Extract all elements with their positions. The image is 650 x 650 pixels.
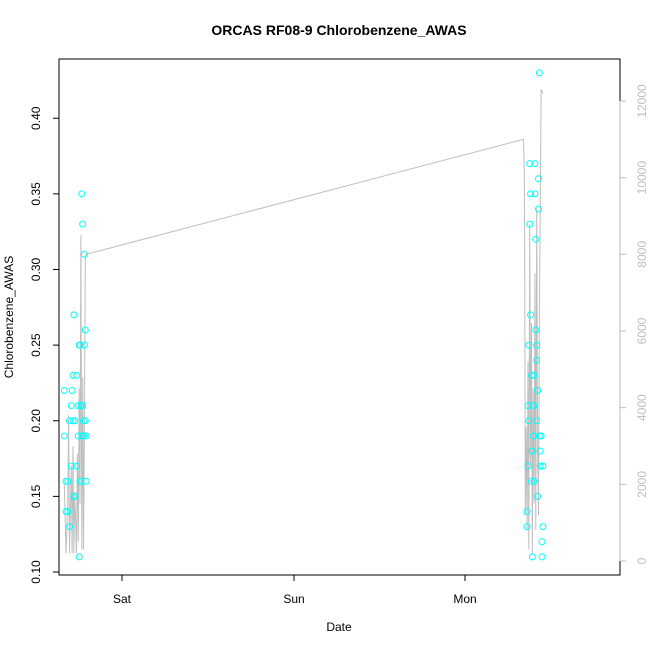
data-point [64,508,72,515]
data-point [526,160,534,168]
data-point [533,341,541,349]
data-point [60,387,68,394]
data-point [79,220,87,228]
bottom-tick-label: Sun [283,592,304,606]
data-point [68,387,76,394]
data-point [80,432,87,440]
bottom-tick-label: Sat [113,592,132,606]
data-point [527,190,535,198]
data-point [78,190,86,198]
data-point [79,402,87,410]
right-tick-label: 6000 [635,317,649,344]
data-point [67,462,75,470]
data-point [539,462,547,470]
data-point [532,235,540,243]
data-point [524,462,532,470]
right-axis: 0 2000 4000 6000 8000 10000 12000 [619,84,649,564]
data-point [64,477,72,485]
data-point [536,462,544,470]
data-point [69,371,77,379]
data-point [538,553,546,561]
data-point [81,326,89,334]
data-point [536,447,544,455]
data-point [530,371,538,379]
data-point [74,432,82,440]
left-tick-label: 0.35 [29,182,43,206]
left-tick-label: 0.25 [29,333,43,357]
data-point [530,477,538,485]
data-point [71,492,79,500]
data-point [531,160,539,168]
left-tick-label: 0.20 [29,409,43,433]
data-point [528,447,536,455]
data-point [526,220,534,228]
data-point [528,371,535,379]
chart-title: ORCAS RF08-9 Chlorobenzene_AWAS [211,22,466,38]
data-point [535,175,542,183]
data-point [534,387,542,394]
data-point [535,205,542,213]
data-point [523,508,531,515]
data-point [66,523,73,531]
data-point [76,341,84,349]
data-point [531,190,539,198]
right-tick-label: 4000 [635,394,649,421]
right-tick-label: 12000 [635,84,649,118]
data-point [538,538,546,546]
data-point [530,402,538,410]
bottom-axis: Sat Sun Mon [113,574,477,606]
data-point [535,69,543,77]
data-point [81,417,89,425]
bottom-tick-label: Mon [453,592,476,606]
data-point [80,341,88,349]
data-point [528,553,536,561]
data-point [77,477,85,485]
data-point [70,311,78,319]
data-point [527,311,535,319]
left-tick-label: 0.10 [29,560,43,584]
data-point [75,553,83,561]
data-point [82,477,90,485]
data-point [71,417,79,425]
series-layer [60,69,547,561]
data-point [66,417,73,425]
right-tick-label: 8000 [635,241,649,268]
data-point [73,371,80,379]
data-point [528,477,535,485]
data-point [525,417,533,425]
left-axis: 0.10 0.15 0.20 0.25 0.30 0.35 0.40 [29,106,60,584]
data-point [533,417,541,425]
data-point [74,402,82,410]
data-point [532,326,540,334]
data-point [533,356,541,364]
left-tick-label: 0.15 [29,484,43,508]
data-point [523,523,531,531]
data-point [534,492,542,500]
data-point [73,462,80,470]
data-point [539,523,547,531]
data-point [82,432,90,440]
right-tick-label: 2000 [635,471,649,498]
data-point [67,402,75,410]
left-tick-label: 0.40 [29,106,43,130]
data-point [80,250,88,258]
y-axis-label: Chlorobenzene_AWAS [2,256,16,379]
data-point [537,432,545,440]
x-axis-label: Date [326,620,352,634]
right-tick-label: 10000 [635,161,649,195]
left-tick-label: 0.30 [29,257,43,281]
data-point [525,341,533,349]
right-tick-label: 0 [635,557,649,564]
data-point [60,432,68,440]
